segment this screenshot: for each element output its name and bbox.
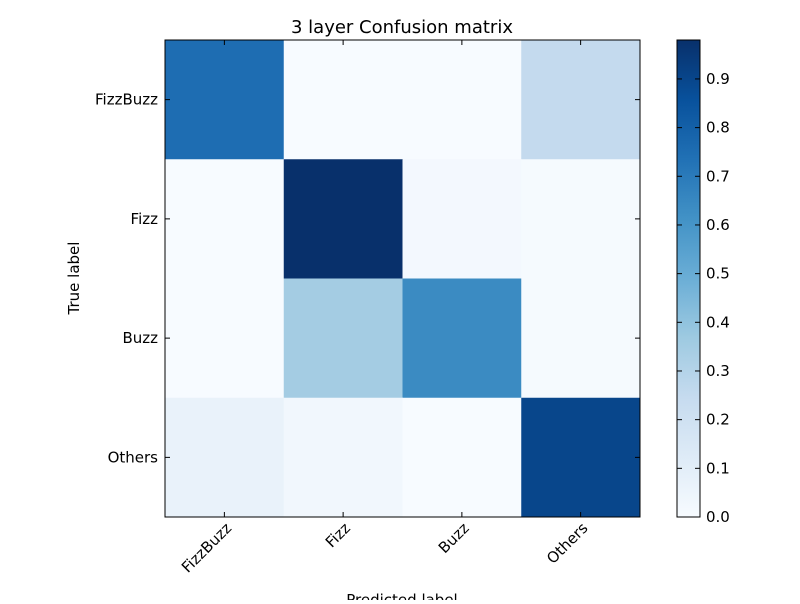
colorbar-tick-label: 0.2 <box>706 411 730 429</box>
heatmap-cell <box>521 397 641 518</box>
heatmap-cells <box>165 40 641 518</box>
colorbar-tick-label: 0.0 <box>706 508 730 526</box>
colorbar-tick-label: 0.1 <box>706 459 730 477</box>
heatmap-cell <box>521 40 641 160</box>
y-tick-label: Fizz <box>131 210 159 228</box>
colorbar-tick-label: 0.5 <box>706 265 730 283</box>
heatmap-cell <box>165 159 285 279</box>
colorbar-tick-label: 0.6 <box>706 216 730 234</box>
chart-title: 3 layer Confusion matrix <box>291 17 513 38</box>
colorbar-tick-label: 0.8 <box>706 119 730 137</box>
colorbar-ticks: 0.0 0.1 0.2 0.3 0.4 0.5 0.6 0.7 0.8 0.9 <box>677 70 730 526</box>
colorbar-tick-label: 0.7 <box>706 167 730 185</box>
heatmap-cell <box>521 159 641 279</box>
colorbar-gradient <box>676 39 701 518</box>
heatmap-cell <box>402 159 522 279</box>
x-tick-label: Fizz <box>322 519 354 551</box>
heatmap-cell <box>402 397 522 518</box>
heatmap-cell <box>283 397 403 518</box>
y-tick-label: Others <box>108 448 159 466</box>
plot-frame <box>164 39 641 518</box>
heatmap-cell <box>283 159 403 279</box>
x-tick-label: Others <box>543 519 592 568</box>
heatmap-cell <box>165 40 285 160</box>
heatmap-cell <box>283 40 403 160</box>
heatmap-cell <box>402 40 522 160</box>
y-tick-label: Buzz <box>122 329 158 347</box>
colorbar-tick-label: 0.3 <box>706 362 730 380</box>
heatmap-cell <box>283 278 403 399</box>
colorbar-tick-label: 0.4 <box>706 313 730 331</box>
heatmap-cell <box>165 397 285 518</box>
heatmap-cell <box>402 278 522 399</box>
x-tick-label: FizzBuzz <box>178 519 235 576</box>
colorbar-tick-label: 0.9 <box>706 70 730 88</box>
y-axis-label: True label <box>65 242 83 316</box>
x-tick-label: Buzz <box>435 519 473 557</box>
y-tick-label: FizzBuzz <box>95 91 158 109</box>
colorbar: 0.0 0.1 0.2 0.3 0.4 0.5 0.6 0.7 0.8 0.9 <box>676 39 730 526</box>
x-axis-label: Predicted label <box>346 591 457 600</box>
heatmap-cell <box>521 278 641 399</box>
heatmap-cell <box>165 278 285 399</box>
